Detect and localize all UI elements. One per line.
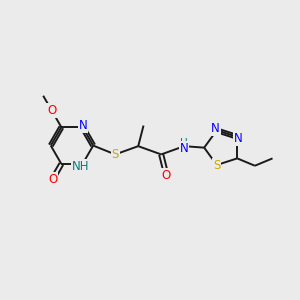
Text: S: S: [213, 158, 220, 172]
Text: H: H: [180, 138, 188, 148]
Text: N: N: [180, 142, 188, 155]
Text: N: N: [79, 119, 88, 132]
Text: O: O: [48, 173, 57, 186]
Text: O: O: [162, 169, 171, 182]
Text: NH: NH: [72, 160, 90, 173]
Text: O: O: [47, 104, 56, 117]
Text: S: S: [112, 148, 119, 161]
Text: N: N: [211, 122, 220, 135]
Text: N: N: [234, 132, 243, 145]
